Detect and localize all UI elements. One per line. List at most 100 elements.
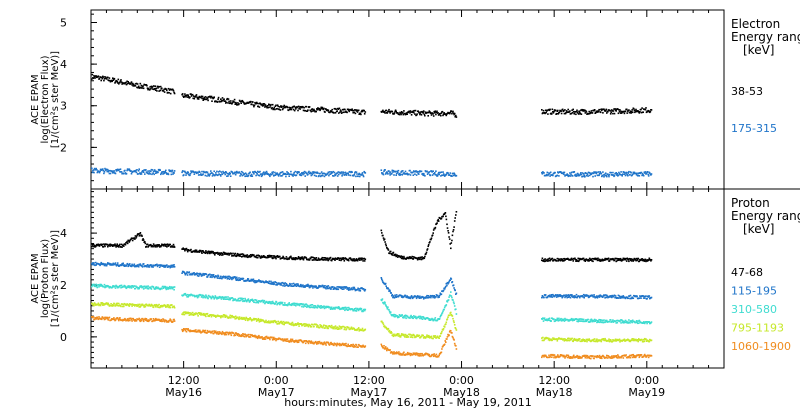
proton-data-point: [383, 301, 386, 303]
electron-data-point: [364, 111, 367, 113]
proton-data-point: [301, 305, 303, 308]
proton-data-point: [453, 226, 455, 228]
proton-data-point: [445, 285, 447, 288]
proton-data-point: [557, 320, 560, 322]
proton-data-point: [644, 260, 646, 262]
electron-data-point: [567, 108, 569, 111]
proton-data-point: [147, 288, 150, 290]
electron-data-point: [386, 171, 388, 173]
electron-data-point: [316, 108, 319, 111]
electron-data-point: [256, 102, 258, 105]
electron-data-point: [440, 112, 443, 114]
electron-data-point: [363, 109, 365, 112]
electron-ylabel-line: [1/(cm²s ster MeV)]: [50, 51, 61, 148]
proton-data-point: [268, 254, 271, 257]
proton-data-point: [452, 317, 454, 320]
proton-data-point: [316, 307, 319, 309]
proton-data-point: [136, 265, 138, 268]
proton-data-point: [202, 250, 204, 252]
proton-data-point: [622, 296, 624, 298]
proton-data-point: [227, 275, 229, 278]
proton-data-point: [591, 257, 594, 260]
proton-data-point: [446, 223, 448, 226]
proton-data-point: [335, 288, 338, 291]
electron-data-point: [152, 85, 155, 87]
proton-data-point: [447, 316, 449, 318]
electron-data-point: [388, 110, 391, 113]
proton-data-point: [125, 303, 127, 306]
proton-data-point: [583, 339, 585, 341]
electron-data-point: [298, 171, 300, 173]
proton-data-point: [125, 241, 128, 244]
electron-data-point: [337, 108, 340, 110]
electron-data-point: [343, 111, 345, 114]
proton-data-point: [413, 315, 415, 317]
proton-data-point: [647, 295, 649, 297]
electron-data-point: [560, 112, 563, 115]
proton-data-point: [249, 256, 251, 258]
electron-data-point: [391, 169, 394, 172]
proton-data-point: [404, 333, 407, 336]
electron-data-point: [221, 173, 224, 176]
proton-data-point: [584, 259, 586, 261]
proton-data-point: [411, 336, 414, 339]
proton-data-point: [137, 304, 140, 307]
electron-data-point: [394, 170, 397, 173]
electron-data-point: [91, 171, 94, 174]
proton-data-point: [453, 305, 456, 307]
electron-data-point: [547, 173, 550, 176]
electron-data-point: [213, 96, 215, 98]
proton-data-point: [353, 327, 356, 330]
electron-data-point: [333, 171, 336, 174]
proton-data-point: [152, 306, 155, 309]
electron-data-point: [382, 173, 385, 176]
electron-data-point: [107, 76, 109, 79]
proton-data-point: [425, 251, 428, 254]
proton-data-point: [156, 306, 159, 308]
electron-data-point: [650, 109, 653, 111]
proton-data-point: [346, 287, 349, 289]
proton-data-point: [349, 328, 351, 331]
electron-data-point: [182, 95, 184, 98]
proton-data-point: [441, 312, 443, 315]
proton-data-point: [563, 294, 566, 297]
proton-data-point: [405, 336, 408, 338]
electron-data-point: [155, 89, 157, 91]
proton-data-point: [430, 336, 432, 339]
proton-data-point: [116, 304, 118, 307]
proton-data-point: [400, 334, 402, 337]
proton-data-point: [148, 266, 150, 268]
electron-data-point: [564, 112, 567, 115]
proton-data-point: [560, 317, 562, 320]
proton-data-point: [163, 266, 165, 268]
proton-data-point: [317, 286, 320, 288]
electron-data-point: [626, 112, 628, 114]
electron-legend-title-line: Energy ranges: [731, 30, 800, 44]
electron-data-point: [126, 80, 128, 83]
proton-data-point: [198, 312, 201, 314]
electron-data-point: [448, 112, 451, 115]
proton-data-point: [595, 340, 597, 343]
proton-data-point: [544, 258, 546, 260]
electron-data-point: [602, 174, 605, 176]
proton-data-point: [287, 321, 290, 324]
proton-data-point: [355, 310, 358, 312]
electron-data-point: [249, 171, 251, 174]
proton-data-point: [241, 297, 243, 300]
electron-data-point: [309, 109, 312, 112]
electron-data-point: [640, 111, 643, 114]
electron-data-point: [336, 175, 339, 177]
proton-data-point: [611, 320, 614, 323]
proton-data-point: [318, 326, 321, 329]
proton-data-point: [568, 295, 571, 297]
proton-data-point: [212, 275, 214, 278]
electron-data-point: [420, 111, 422, 113]
proton-data-point: [102, 302, 105, 305]
proton-data-point: [566, 296, 568, 299]
proton-data-point: [409, 315, 412, 318]
proton-data-point: [157, 306, 160, 309]
electron-data-point: [279, 106, 281, 108]
proton-data-point: [144, 305, 147, 308]
proton-data-point: [417, 335, 419, 338]
electron-data-point: [449, 111, 451, 114]
